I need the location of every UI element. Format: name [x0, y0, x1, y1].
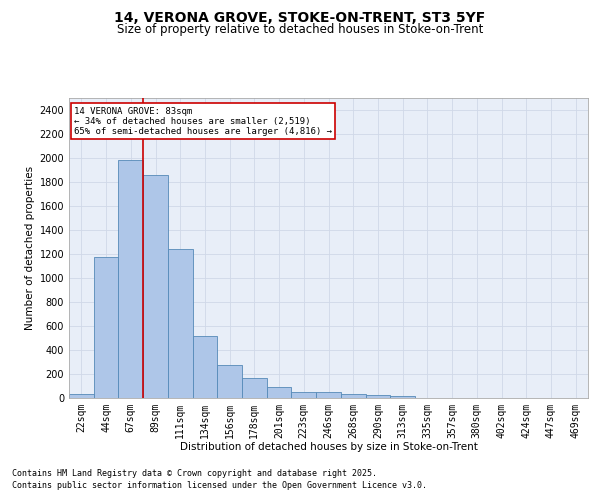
Bar [267, 386, 292, 398]
Text: Size of property relative to detached houses in Stoke-on-Trent: Size of property relative to detached ho… [117, 24, 483, 36]
Text: Contains public sector information licensed under the Open Government Licence v3: Contains public sector information licen… [12, 480, 427, 490]
Y-axis label: Number of detached properties: Number of detached properties [25, 166, 35, 330]
Bar [168, 248, 193, 398]
Bar [390, 396, 415, 398]
X-axis label: Distribution of detached houses by size in Stoke-on-Trent: Distribution of detached houses by size … [179, 442, 478, 452]
Bar [193, 336, 217, 398]
Text: 14, VERONA GROVE, STOKE-ON-TRENT, ST3 5YF: 14, VERONA GROVE, STOKE-ON-TRENT, ST3 5Y… [115, 12, 485, 26]
Bar [242, 378, 267, 398]
Bar [365, 395, 390, 398]
Text: 14 VERONA GROVE: 83sqm
← 34% of detached houses are smaller (2,519)
65% of semi-: 14 VERONA GROVE: 83sqm ← 34% of detached… [74, 106, 332, 136]
Bar [292, 392, 316, 398]
Bar [341, 394, 365, 398]
Text: Contains HM Land Registry data © Crown copyright and database right 2025.: Contains HM Land Registry data © Crown c… [12, 470, 377, 478]
Bar [94, 256, 118, 398]
Bar [69, 394, 94, 398]
Bar [143, 175, 168, 398]
Bar [217, 364, 242, 398]
Bar [118, 160, 143, 398]
Bar [316, 392, 341, 398]
